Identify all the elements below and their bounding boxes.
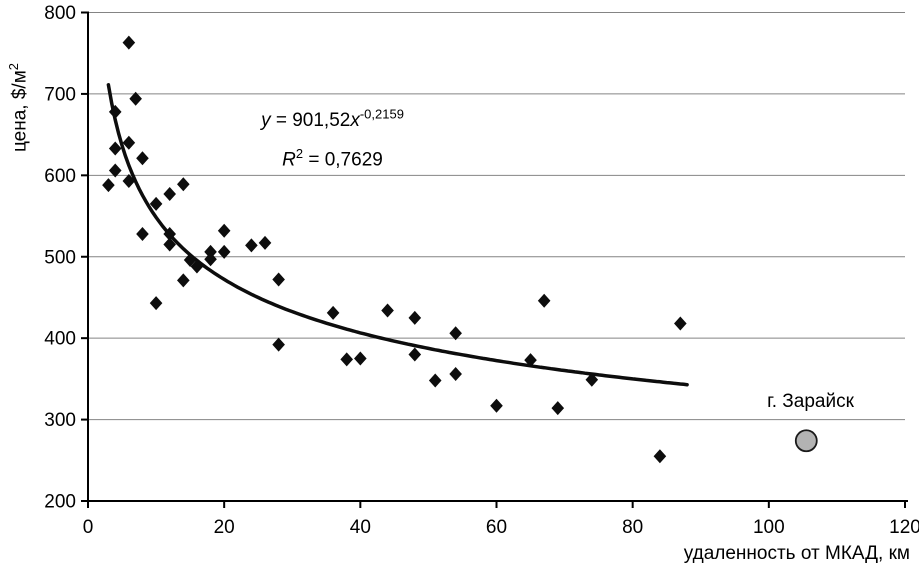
data-point [381,303,394,318]
data-point [122,135,136,150]
x-axis-title: удаленность от МКАД, км [683,543,910,564]
x-tick-label: 100 [753,517,785,538]
trendline-equation-line: y = 901,52x-0,2159 [230,104,435,137]
data-point [537,293,551,308]
data-point [163,226,176,241]
data-point [136,226,149,241]
r-squared-superscript: 2 [295,146,304,161]
data-point [449,366,462,381]
y-tick-label: 300 [44,410,76,431]
data-point [149,196,163,211]
equation-body: = 901,52 [270,110,351,131]
data-point [245,238,258,253]
r-squared-value: = 0,7629 [303,149,383,171]
data-point [129,91,142,106]
x-tick-label: 40 [350,517,371,538]
data-point [204,252,217,267]
x-tick-label: 60 [486,517,507,538]
data-point [217,244,231,259]
y-tick-label: 600 [44,166,76,187]
r-squared-variable: R [282,149,296,171]
y-tick-label: 400 [44,329,76,350]
data-point [258,235,272,250]
data-point [217,223,231,238]
data-point [354,351,367,366]
data-point [326,305,340,320]
equation-y-variable: y [261,110,271,131]
data-point [653,449,667,464]
data-point [340,352,354,367]
data-point [163,187,176,202]
data-point [551,401,565,416]
data-point [449,326,462,341]
x-tick-label: 80 [622,517,643,538]
data-point [177,273,190,288]
data-point [149,296,163,311]
equation-x-variable: x [350,110,360,131]
data-point [585,372,599,387]
data-point [122,35,136,50]
data-point [183,253,197,268]
data-point [272,337,285,352]
data-point [163,237,176,252]
r-squared-line: R2 = 0,7629 [230,137,435,176]
trendline-equation-block: y = 901,52x-0,2159 R2 = 0,7629 [230,104,435,176]
y-axis-title: цена, $/м2 [6,63,31,152]
data-point [190,259,204,274]
x-tick-label: 20 [214,517,235,538]
data-point [524,353,537,368]
zaraysk-annotation-label: г. Зарайск [767,391,854,412]
data-point [122,174,136,189]
trendline-curve [106,83,689,387]
y-tick-label: 700 [44,84,76,105]
data-point [408,347,422,362]
data-point [490,398,503,413]
y-tick-label: 200 [44,492,76,513]
data-point [108,141,122,156]
data-point [102,178,115,193]
y-tick-label: 800 [44,3,76,24]
data-point [428,373,442,388]
data-point [108,163,122,178]
x-tick-label: 0 [83,517,94,538]
y-axis-title-text: цена, $/м [9,70,31,152]
data-point [108,104,122,119]
data-point [408,310,422,325]
y-axis-title-superscript: 2 [6,63,21,71]
data-point [177,177,190,192]
y-tick-label: 500 [44,247,76,268]
equation-exponent: -0,2159 [359,106,404,122]
data-point [674,316,687,331]
x-tick-label: 120 [889,517,919,538]
data-point [204,244,217,259]
data-point [136,151,149,166]
data-point [272,272,285,287]
zaraysk-point-marker [794,429,818,453]
